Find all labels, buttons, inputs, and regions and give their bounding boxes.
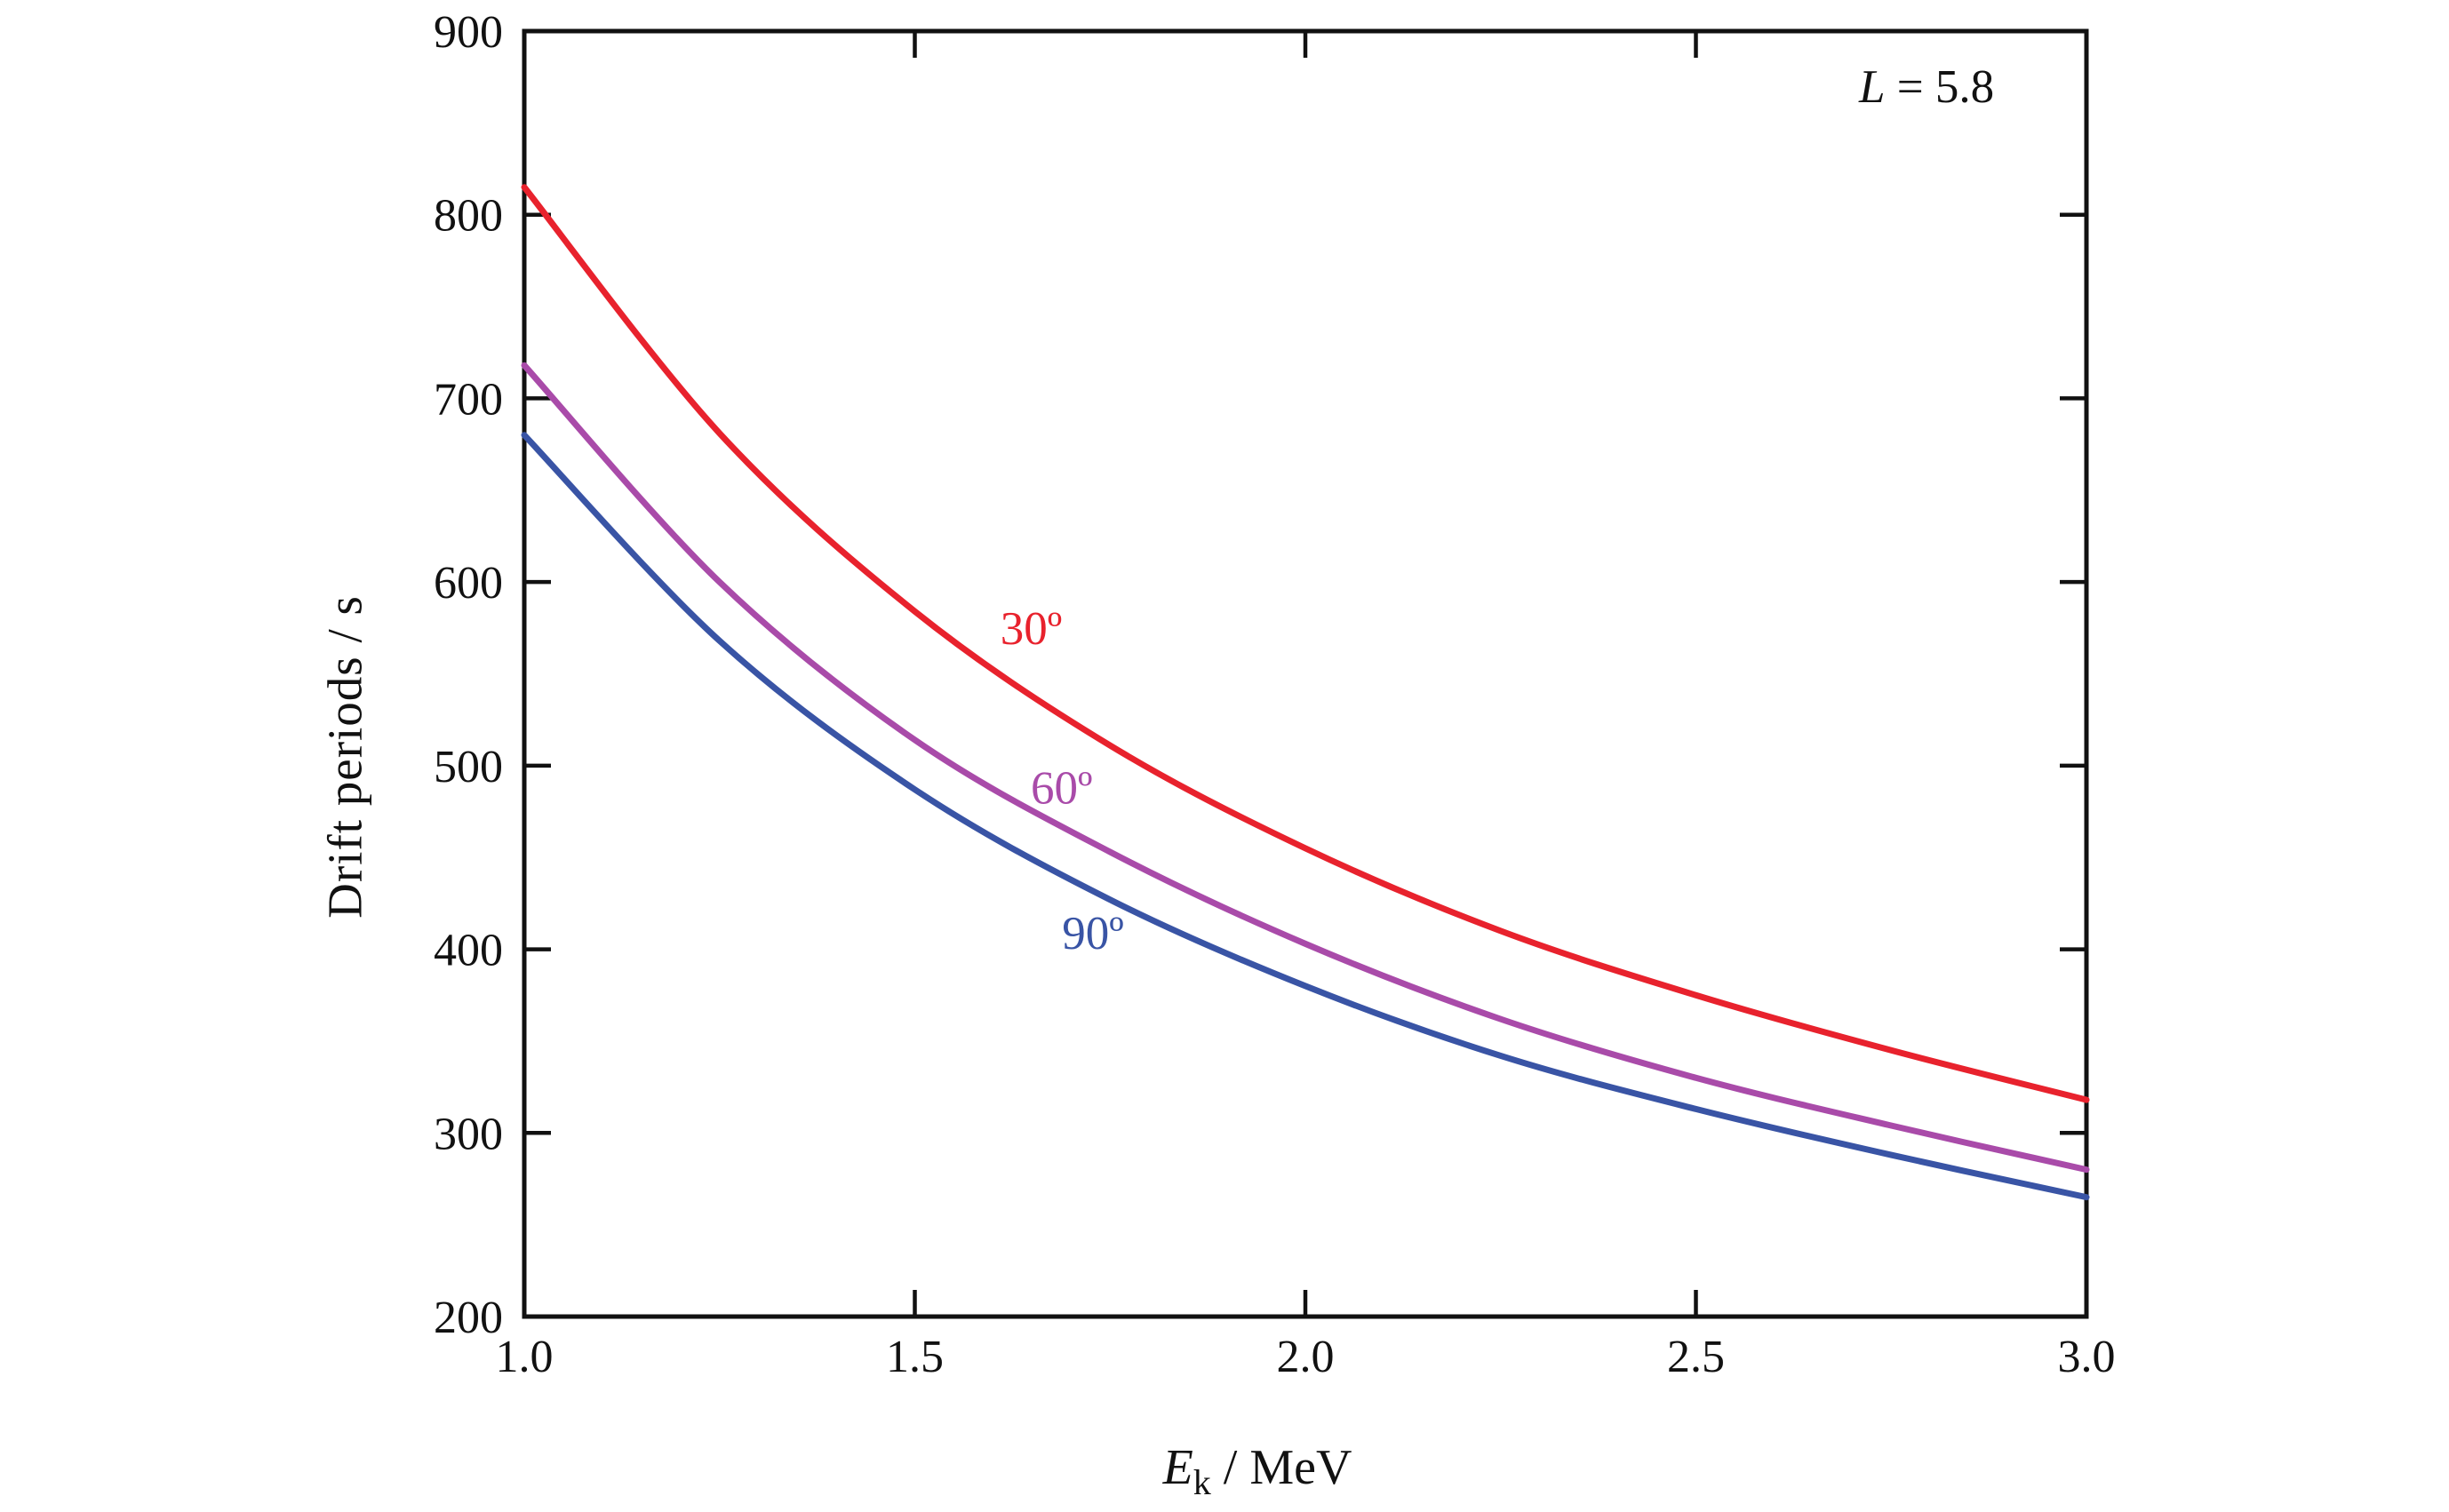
curve-60º [521,362,2090,1174]
x-tick-label: 1.5 [886,1332,944,1382]
x-tick-label: 2.0 [1277,1332,1335,1382]
x-tick-label: 2.5 [1667,1332,1725,1382]
curve-30º [521,184,2090,1103]
y-tick-label: 600 [434,558,503,609]
y-tick-label: 400 [434,926,503,976]
curve-90º [521,432,2090,1201]
x-tick-label: 1.0 [496,1332,554,1382]
x-axis-symbol: E [1162,1440,1193,1495]
annotation-variable: L [1859,61,1886,113]
y-axis-title: Drift periods / s [317,595,372,919]
y-tick-label: 800 [434,191,503,242]
y-tick-label: 700 [434,374,503,425]
curve-label-60º: 60º [1031,763,1092,815]
x-tick-label: 3.0 [2058,1332,2116,1382]
y-tick-label: 300 [434,1109,503,1159]
x-axis-title: Ek / MeV [1163,1439,1352,1503]
x-axis-unit: / MeV [1210,1440,1352,1495]
annotation-value: = 5.8 [1885,61,1995,113]
annotation-L: L = 5.8 [1859,60,1994,114]
curve-label-30º: 30º [1001,603,1062,655]
y-tick-label: 900 [434,7,503,58]
y-tick-label: 200 [434,1293,503,1343]
y-tick-label: 500 [434,742,503,792]
x-axis-subscript: k [1193,1462,1211,1502]
curve-label-90º: 90º [1062,908,1123,959]
